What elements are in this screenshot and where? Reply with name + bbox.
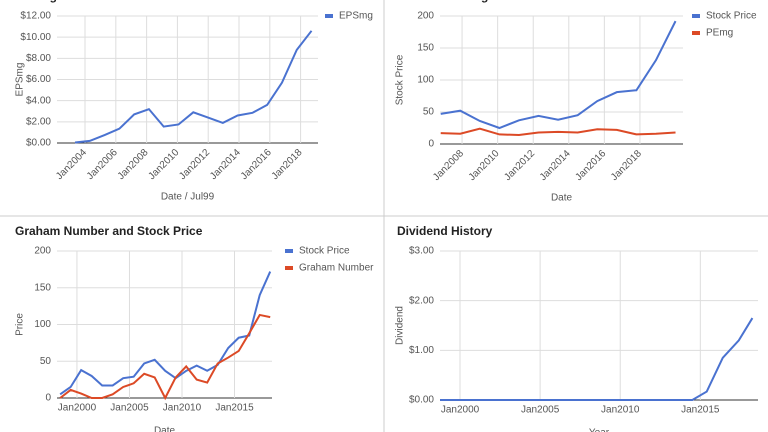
y-tick-label: 150 [34, 282, 51, 293]
y-tick-label: 200 [417, 11, 434, 22]
y-tick-label: 50 [40, 356, 52, 367]
x-tick-label: Jan2005 [521, 405, 560, 416]
legend-label: Stock Price [706, 11, 757, 22]
chart-title: EPSmg [15, 0, 57, 3]
y-tick-label: $0.00 [409, 395, 434, 406]
y-tick-label: $1.00 [409, 345, 434, 356]
legend-label: PEmg [706, 28, 733, 39]
y-axis-label: Stock Price [395, 54, 406, 105]
y-tick-label: 150 [417, 43, 434, 54]
x-tick-label: Jan2010 [163, 403, 202, 414]
y-tick-label: $10.00 [20, 32, 51, 43]
y-tick-label: $4.00 [26, 95, 51, 106]
y-tick-label: $8.00 [26, 53, 51, 64]
series-line [59, 271, 272, 396]
y-tick-label: 0 [428, 139, 434, 150]
legend-label: Graham Number [299, 263, 374, 274]
x-axis-label: Date [551, 193, 573, 204]
y-tick-label: 200 [34, 246, 51, 257]
x-tick-label: Jan2000 [441, 405, 480, 416]
y-tick-label: 50 [423, 107, 435, 118]
y-tick-label: 100 [417, 75, 434, 86]
y-tick-label: $0.00 [26, 138, 51, 149]
x-tick-label: Jan2015 [681, 405, 720, 416]
x-tick-label: Jan2010 [601, 405, 640, 416]
x-axis-label: Year [589, 428, 610, 432]
legend-label: EPSmg [339, 11, 373, 22]
x-axis-label: Date / Jul99 [161, 192, 215, 203]
series-line [440, 20, 677, 130]
series-line [59, 313, 271, 401]
series-line [440, 317, 754, 401]
y-tick-label: 0 [45, 393, 51, 404]
x-tick-label: Jan2005 [110, 403, 149, 414]
y-axis-label: Dividend [395, 306, 406, 345]
series-line [440, 127, 676, 137]
legend-label: Stock Price [299, 246, 350, 257]
chart-title: Dividend History [397, 224, 493, 238]
y-tick-label: $12.00 [20, 11, 51, 22]
y-tick-label: $3.00 [409, 246, 434, 257]
chart-title: Price and PEmg [397, 0, 488, 3]
y-tick-label: $2.00 [26, 116, 51, 127]
x-axis-label: Date [154, 426, 176, 432]
x-tick-label: Jan2000 [58, 403, 97, 414]
x-tick-label: Jan2015 [215, 403, 254, 414]
chart-title: Graham Number and Stock Price [15, 224, 203, 238]
y-tick-label: 100 [34, 319, 51, 330]
y-tick-label: $2.00 [409, 295, 434, 306]
y-axis-label: Price [15, 313, 26, 336]
series-line [74, 30, 313, 144]
y-tick-label: $6.00 [26, 74, 51, 85]
y-axis-label: EPSmg [15, 63, 26, 97]
